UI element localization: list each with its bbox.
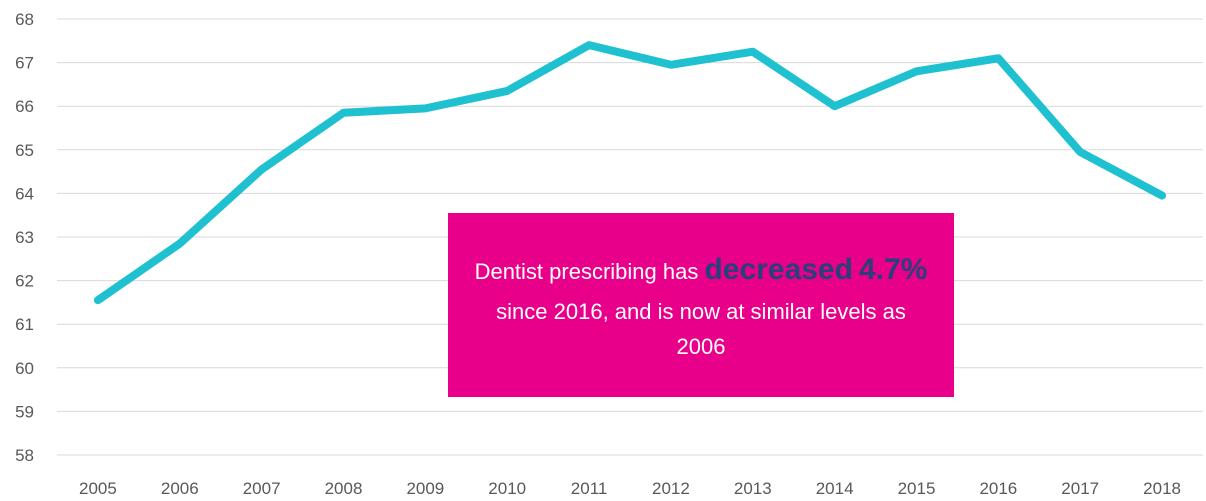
annotation-highlight-percent: 4.7% <box>859 252 928 286</box>
x-tick-label: 2009 <box>406 479 444 498</box>
annotation-highlight-decreased: decreased <box>704 252 853 286</box>
y-tick-label: 65 <box>15 141 34 160</box>
y-tick-label: 58 <box>15 446 34 465</box>
x-tick-label: 2015 <box>898 479 936 498</box>
series-lines <box>93 41 1167 305</box>
x-tick-label: 2013 <box>734 479 772 498</box>
y-tick-label: 63 <box>15 228 34 247</box>
y-tick-label: 62 <box>15 272 34 291</box>
x-tick-label: 2011 <box>571 479 608 498</box>
x-tick-label: 2010 <box>488 479 526 498</box>
y-tick-label: 59 <box>15 402 34 421</box>
annotation-part2: since 2016, and is now at similar levels… <box>496 298 906 359</box>
annotation-part1: Dentist prescribing has <box>474 258 705 284</box>
y-tick-label: 68 <box>15 10 34 29</box>
series-line <box>93 41 1167 305</box>
y-tick-label: 60 <box>15 359 34 378</box>
x-tick-label: 2014 <box>816 479 854 498</box>
x-tick-label: 2017 <box>1061 479 1099 498</box>
y-tick-label: 67 <box>15 54 34 73</box>
x-tick-label: 2018 <box>1143 479 1181 498</box>
x-axis-ticks: 2005 2006 2007 2008 2009 2010 2011 2012 2013 2014… <box>79 479 1181 498</box>
x-tick-label: 2016 <box>979 479 1017 498</box>
x-tick-label: 2008 <box>325 479 363 498</box>
y-tick-label: 61 <box>15 315 34 334</box>
annotation-text: Dentist prescribing has decreased 4.7% s… <box>472 246 930 364</box>
y-tick-label: 64 <box>15 184 34 203</box>
x-tick-label: 2012 <box>652 479 690 498</box>
x-tick-label: 2005 <box>79 479 117 498</box>
x-tick-label: 2007 <box>243 479 281 498</box>
y-axis-ticks: 58 59 60 61 62 63 64 65 66 67 68 <box>15 10 34 465</box>
y-tick-label: 66 <box>15 97 34 116</box>
annotation-callout: Dentist prescribing has decreased 4.7% s… <box>448 213 954 397</box>
x-tick-label: 2006 <box>161 479 199 498</box>
